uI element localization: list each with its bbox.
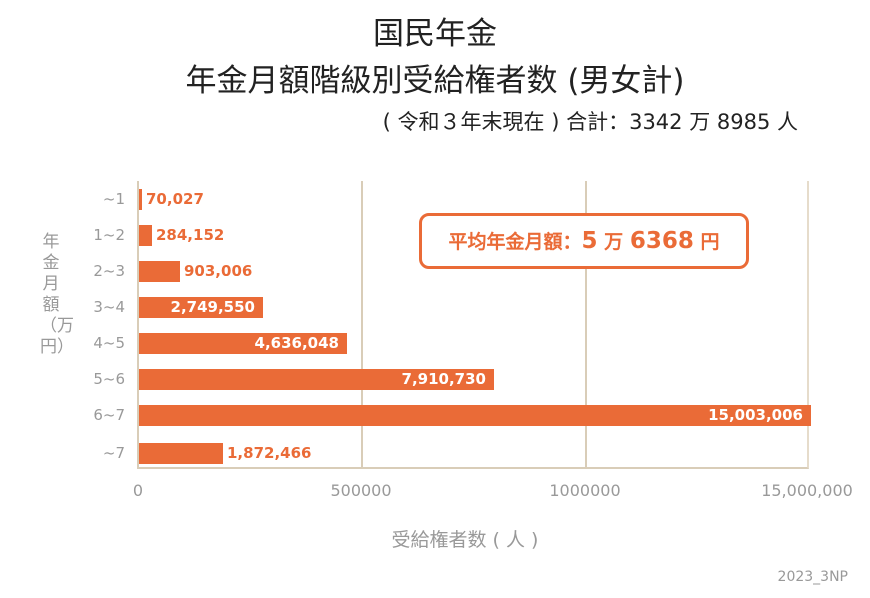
x-tick: 1000000 [549,481,621,500]
bar-value-label: 284,152 [156,226,225,244]
bar [139,443,223,464]
x-tick: 15,000,000 [761,481,853,500]
y-axis-label: 年金月額（万円） [40,232,74,357]
average-label: 平均年金月額： [448,231,582,253]
category-label: ~7 [102,444,125,462]
bar-value-label: 2,749,550 [170,298,255,316]
bar [139,369,494,390]
bar-value-label: 70,027 [146,190,204,208]
chart-title: 国民年金 [373,16,497,52]
bar-value-label: 903,006 [184,262,253,280]
plot-area: 70,027 284,152 903,006 2,749,550 4,636,048 7,… [137,181,811,469]
x-axis-label: 受給権者数 ( 人 ) [391,529,539,551]
category-label: 4~5 [93,334,125,352]
category-label: 5~6 [93,370,125,388]
bar [139,261,180,282]
average-man: 5 [581,228,598,254]
bar [139,405,811,426]
category-label: 6~7 [93,406,125,424]
category-label: ~1 [102,190,125,208]
category-label: 2~3 [93,262,125,280]
chart-subtitle: ( 令和３年末現在 ) 合計：3342 万 8985 人 [382,110,798,134]
chart-title-line2: 年金月額階級別受給権者数 (男女計) [185,63,685,99]
bar-value-label: 1,872,466 [227,444,312,462]
credit: 2023_3NP [777,569,848,585]
x-tick: 0 [132,481,144,500]
bar [139,297,263,318]
bar [139,333,347,354]
average-pension-callout: 平均年金月額：5 万 6368 円 [419,213,749,269]
gridline [585,181,587,467]
bar-value-label: 4,636,048 [254,334,339,352]
bar-value-label: 15,003,006 [708,406,803,424]
bar-value-label: 7,910,730 [401,370,486,388]
gridline [361,181,363,467]
average-man-unit: 万 [604,231,624,253]
average-yen-unit: 円 [700,231,720,253]
average-yen: 6368 [629,228,694,254]
bar [139,225,152,246]
bar [139,189,142,210]
category-label: 3~4 [93,298,125,316]
x-tick: 500000 [330,481,392,500]
category-label: 1~2 [93,226,125,244]
